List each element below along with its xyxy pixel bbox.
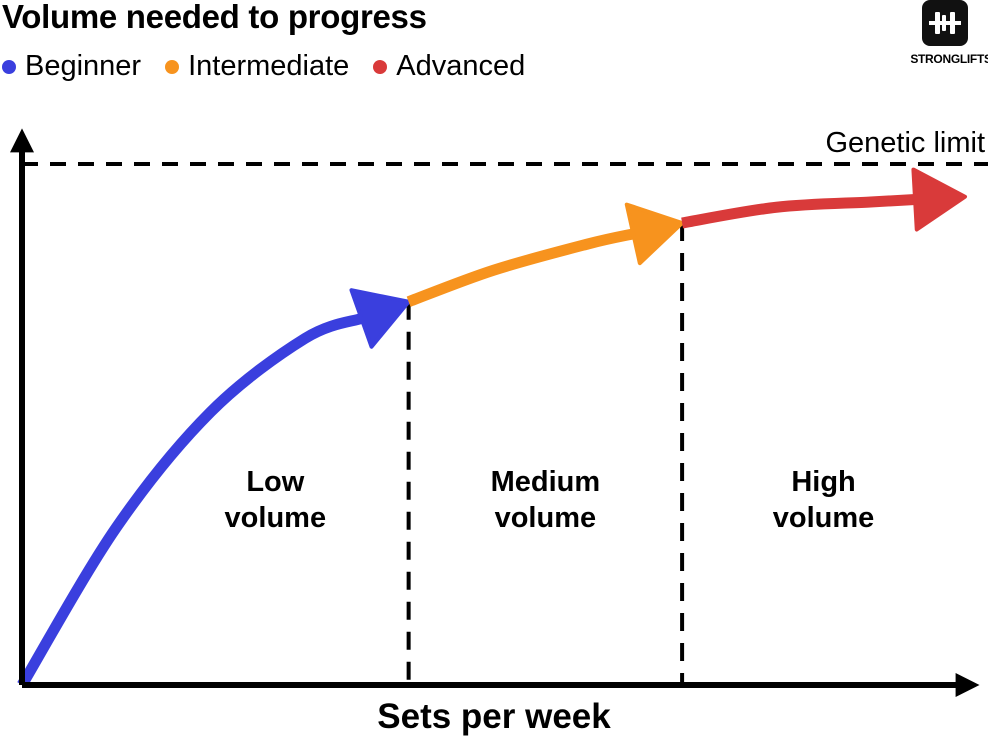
genetic-limit-label: Genetic limit <box>825 127 985 159</box>
legend-dot-advanced-icon <box>373 59 388 74</box>
legend-dot-intermediate-icon <box>165 59 180 74</box>
series-arrowhead-intermediate <box>624 202 685 266</box>
x-axis-label: Sets per week <box>377 697 611 736</box>
legend-dot-beginner-icon <box>2 59 16 74</box>
legend-item-beginner: Beginner <box>2 50 141 83</box>
legend-label-beginner: Beginner <box>25 50 142 82</box>
legend-item-advanced: Advanced <box>373 50 525 83</box>
series-arrowhead-beginner <box>349 288 411 349</box>
genetic-limit-layer: Genetic limit <box>22 127 988 166</box>
region-label-2-line1: High <box>791 466 855 498</box>
series-layer <box>17 167 967 688</box>
region-label-0-line2: volume <box>225 502 327 534</box>
barbell-icon <box>922 0 968 46</box>
region-label-0-line1: Low <box>246 466 304 498</box>
stronglifts-logo: STRONGLIFTS <box>910 0 988 72</box>
series-line-intermediate <box>406 228 635 307</box>
region-label-2-line2: volume <box>773 502 875 534</box>
legend-item-intermediate: Intermediate <box>165 50 349 83</box>
series-line-advanced <box>681 194 916 229</box>
chart-title: Volume needed to progress <box>2 0 427 35</box>
axes <box>10 128 980 697</box>
logo-text: STRONGLIFTS <box>910 52 988 66</box>
region-label-1-line2: volume <box>495 502 597 534</box>
region-label-1-line1: Medium <box>491 466 601 498</box>
series-line-beginner <box>17 313 364 688</box>
region-dividers: Low volume Medium volume High volume <box>225 223 875 685</box>
legend-label-advanced: Advanced <box>396 50 526 82</box>
legend-label-intermediate: Intermediate <box>188 50 350 82</box>
legend: Beginner Intermediate Advanced <box>2 50 549 83</box>
series-arrowhead-advanced <box>911 167 967 232</box>
